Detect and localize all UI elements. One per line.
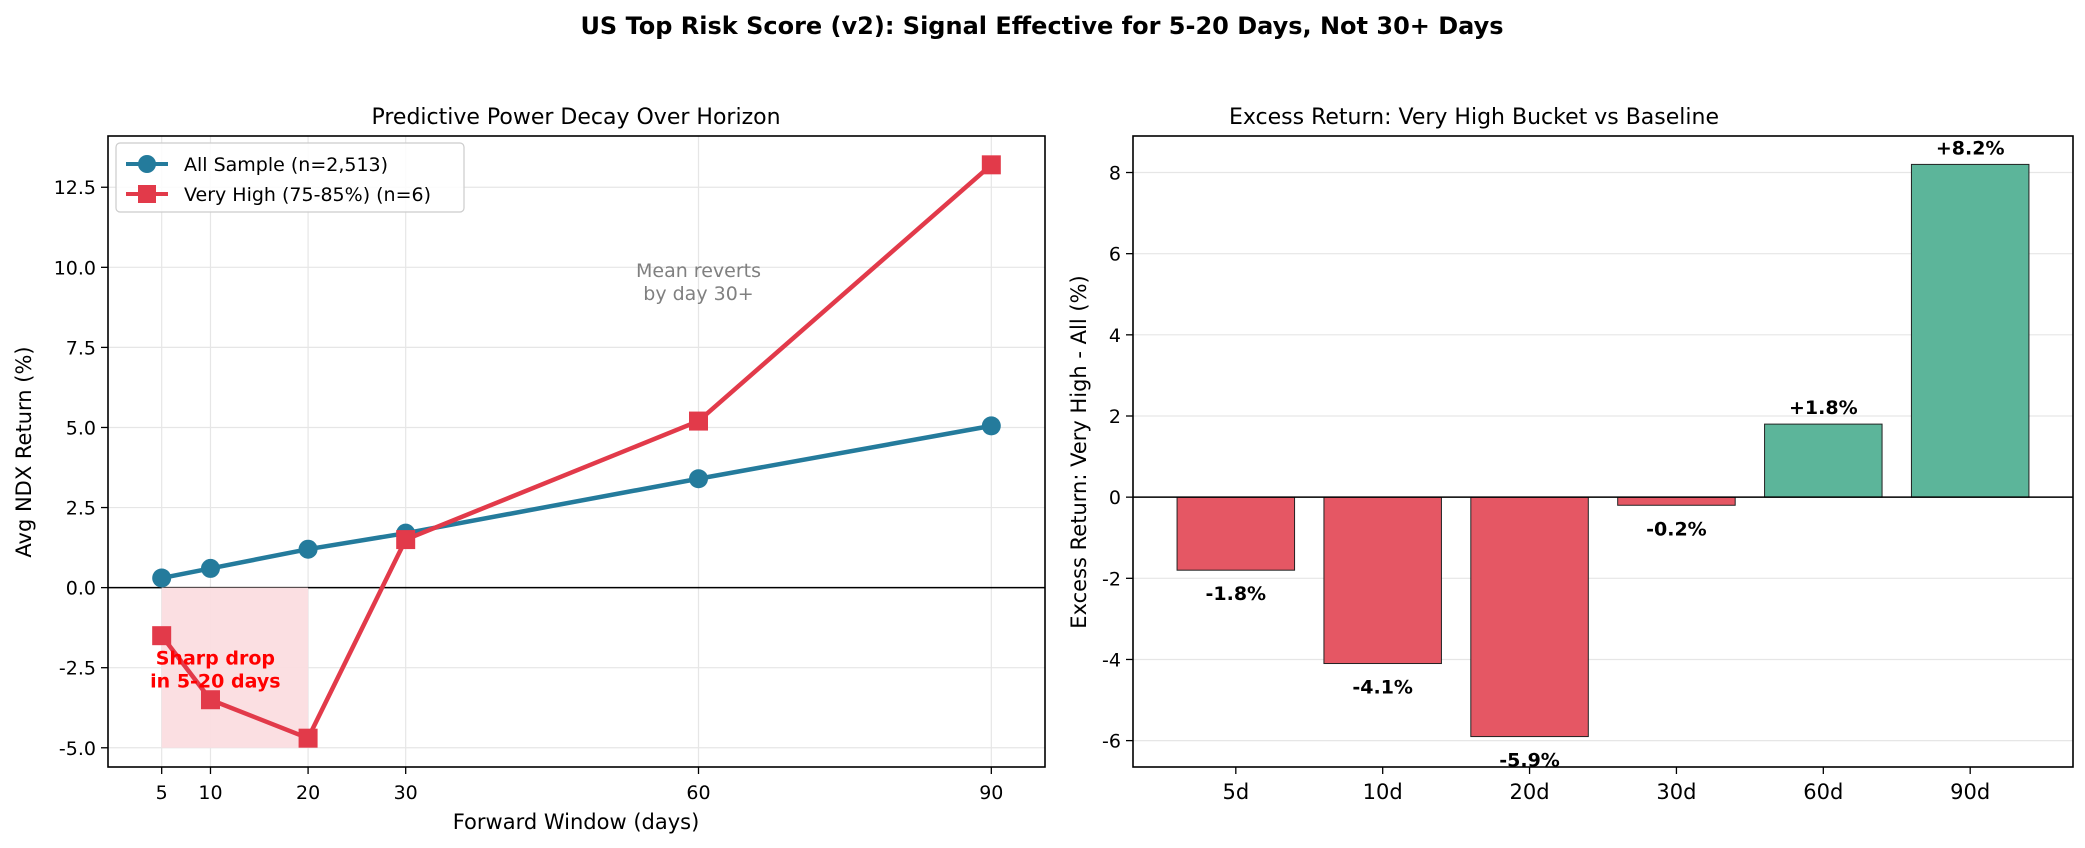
x-tick-label: 20: [296, 782, 320, 804]
bar-5d: [1176, 496, 1296, 571]
data-point-all-sample: [200, 558, 220, 578]
line-chart-panel: Predictive Power Decay Over Horizon Shar…: [12, 105, 1046, 834]
y-tick-label: 5.0: [66, 417, 96, 439]
bar-chart-data-labels: -1.8% -4.1% -5.9% -0.2% +1.8% +8.2%: [1206, 137, 2005, 771]
data-point-all-sample: [298, 539, 318, 559]
data-point-very-high: [298, 728, 318, 748]
y-tick-label: 7.5: [66, 337, 96, 359]
annotation-line: Sharp drop: [156, 648, 275, 670]
y-tick-label: 8: [1109, 163, 1121, 185]
y-tick-label: 0: [1109, 487, 1121, 509]
data-point-very-high: [152, 626, 172, 646]
y-tick-label: 6: [1109, 244, 1121, 266]
data-point-very-high: [689, 411, 709, 431]
data-point-very-high: [396, 530, 416, 550]
x-tick-label: 60: [686, 782, 710, 804]
data-label-90d: +8.2%: [1936, 137, 2005, 159]
annotation-line: in 5-20 days: [150, 671, 280, 693]
line-chart-annotations: Sharp drop in 5-20 days Mean reverts by day…: [150, 260, 761, 693]
x-tick-label: 5d: [1222, 780, 1249, 804]
y-tick-label: -5.0: [59, 738, 96, 760]
figure-title: US Top Risk Score (v2): Signal Effective…: [580, 12, 1503, 40]
data-point-very-high: [981, 155, 1001, 175]
line-chart-series: [152, 155, 1001, 748]
data-label-30d: -0.2%: [1646, 518, 1707, 540]
x-tick-label: 10d: [1363, 780, 1403, 804]
bar-90d: [1910, 163, 2030, 498]
data-point-very-high: [200, 690, 220, 710]
y-tick-label: 0.0: [66, 578, 96, 600]
x-tick-label: 5: [156, 782, 168, 804]
y-tick-label: -2: [1102, 568, 1121, 590]
y-tick-label: 12.5: [54, 177, 96, 199]
annotation-mean-reverts: Mean reverts by day 30+: [636, 260, 761, 305]
legend-box: [115, 142, 465, 213]
y-tick-label: -6: [1102, 731, 1121, 753]
series-line-all-sample: [161, 423, 992, 581]
y-tick-label: 2.5: [66, 498, 96, 520]
data-label-10d: -4.1%: [1352, 677, 1413, 699]
y-tick-label: -2.5: [59, 658, 96, 680]
x-tick-label: 90d: [1950, 780, 1990, 804]
y-tick-label: 2: [1109, 406, 1121, 428]
line-chart-title: Predictive Power Decay Over Horizon: [371, 105, 780, 130]
line-chart-legend: All Sample (n=2,513) Very High (75-85%) …: [115, 142, 465, 213]
bar-30d: [1617, 496, 1736, 506]
bar-20d: [1470, 496, 1589, 738]
y-tick-label: 10.0: [54, 257, 96, 279]
legend-marker-all-sample: [138, 155, 156, 173]
series-line-very-high: [159, 163, 993, 741]
x-tick-label: 10: [198, 782, 222, 804]
legend-marker-very-high: [138, 185, 156, 203]
y-tick-label: 4: [1109, 325, 1121, 347]
x-tick-label: 30d: [1656, 780, 1696, 804]
bar-chart-y-axis-label: Excess Return: Very High - All (%): [1067, 275, 1091, 628]
bar-chart-x-ticks: 5d 10d 20d 30d 60d 90d: [1222, 767, 1990, 804]
annotation-sharp-drop: Sharp drop in 5-20 days: [150, 648, 280, 693]
x-tick-label: 90: [979, 782, 1003, 804]
x-tick-label: 20d: [1510, 780, 1550, 804]
data-point-all-sample: [689, 469, 709, 489]
bar-chart-panel: Excess Return: Very High Bucket vs Basel…: [1067, 105, 2074, 804]
legend-label-very-high: Very High (75-85%) (n=6): [184, 184, 431, 206]
x-tick-label: 30: [394, 782, 418, 804]
annotation-line: Mean reverts: [636, 260, 761, 282]
data-point-all-sample: [981, 416, 1001, 436]
line-chart-x-ticks: 5 10 20 30 60 90: [156, 767, 1003, 804]
data-label-60d: +1.8%: [1789, 397, 1858, 419]
annotation-line: by day 30+: [643, 283, 753, 305]
line-chart-x-axis-label: Forward Window (days): [453, 810, 700, 834]
line-chart-frame: [107, 135, 1046, 768]
bar-10d: [1323, 496, 1442, 665]
x-tick-label: 60d: [1803, 780, 1843, 804]
bar-chart-bars: [1176, 163, 2030, 738]
data-label-5d: -1.8%: [1206, 583, 1267, 605]
bar-chart-frame: [1132, 135, 2074, 768]
bar-chart-title: Excess Return: Very High Bucket vs Basel…: [1229, 105, 1719, 130]
data-point-all-sample: [152, 568, 172, 588]
bar-60d: [1764, 423, 1883, 498]
legend-label-all-sample: All Sample (n=2,513): [184, 154, 388, 176]
line-chart-grid: [108, 136, 1045, 767]
line-chart-y-ticks: -5.0 -2.5 0.0 2.5 5.0 7.5 10.0 12.5: [54, 177, 108, 760]
bar-chart-y-ticks: -6 -4 -2 0 2 4 6 8: [1102, 163, 1133, 753]
line-chart-y-axis-label: Avg NDX Return (%): [12, 346, 36, 557]
data-label-20d: -5.9%: [1499, 750, 1560, 772]
y-tick-label: -4: [1102, 649, 1121, 671]
